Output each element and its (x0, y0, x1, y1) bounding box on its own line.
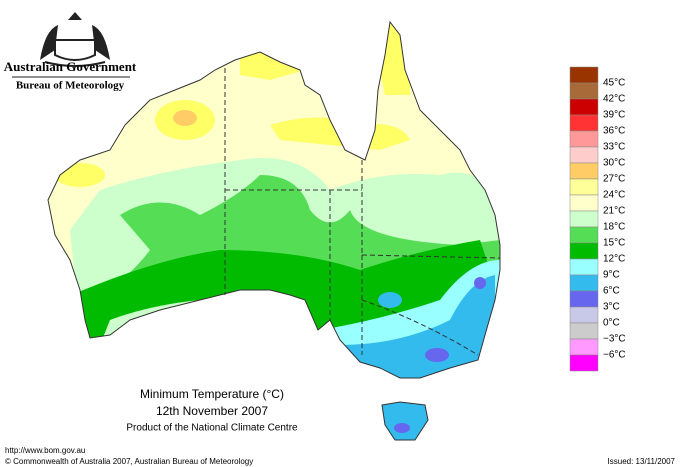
legend-label: 21°C (603, 206, 625, 217)
legend-label: 45°C (603, 78, 625, 89)
legend-swatch (569, 210, 599, 228)
legend-swatch (569, 322, 599, 340)
legend-swatch (569, 306, 599, 324)
map-date: 12th November 2007 (156, 404, 268, 418)
legend-label: 0°C (603, 318, 620, 329)
legend-label: 30°C (603, 158, 625, 169)
legend-label: 39°C (603, 110, 625, 121)
legend-label: −6°C (603, 350, 626, 361)
legend-label: 27°C (603, 174, 625, 185)
legend-label: 12°C (603, 254, 625, 265)
legend-swatch (569, 242, 599, 260)
legend-swatch (569, 82, 599, 100)
legend-label: 6°C (603, 286, 620, 297)
legend-label: 3°C (603, 302, 620, 313)
bureau-name: Bureau of Meteorology (16, 80, 125, 92)
map-credit: Product of the National Climate Centre (126, 423, 298, 434)
legend-label: 18°C (603, 222, 625, 233)
gov-name: Australian Government (4, 59, 137, 74)
legend-swatch (569, 98, 599, 116)
legend-label: 36°C (603, 126, 625, 137)
legend-swatch (569, 66, 599, 84)
legend-swatch (569, 130, 599, 148)
footer-copyright: © Commonwealth of Australia 2007, Austra… (5, 457, 253, 466)
legend-swatch (569, 114, 599, 132)
legend-label: 9°C (603, 270, 620, 281)
legend-label: 33°C (603, 142, 625, 153)
legend: 45°C 42°C 39°C 36°C 33°C 30°C 27°C 24°C 21°C 18°C… (569, 66, 626, 372)
legend-label: 24°C (603, 190, 625, 201)
legend-label: −3°C (603, 334, 626, 345)
legend-swatch (569, 194, 599, 212)
state-borders (224, 68, 501, 356)
legend-swatch (569, 258, 599, 276)
footer-issued: Issued: 13/11/2007 (608, 457, 676, 466)
legend-swatch (569, 338, 599, 356)
legend-swatch (569, 162, 599, 180)
legend-swatch (569, 146, 599, 164)
legend-swatch (569, 290, 599, 308)
legend-swatch (569, 274, 599, 292)
legend-label: 42°C (603, 94, 625, 105)
legend-swatch (569, 226, 599, 244)
tasmania-coast (381, 401, 429, 441)
legend-swatch (569, 354, 599, 372)
coastline (47, 20, 501, 379)
footer-url: http://www.bom.gov.au (5, 446, 85, 455)
legend-label: 15°C (603, 238, 625, 249)
legend-swatch (569, 178, 599, 196)
coat-of-arms (40, 12, 110, 67)
map-title: Minimum Temperature (°C) (140, 387, 284, 401)
